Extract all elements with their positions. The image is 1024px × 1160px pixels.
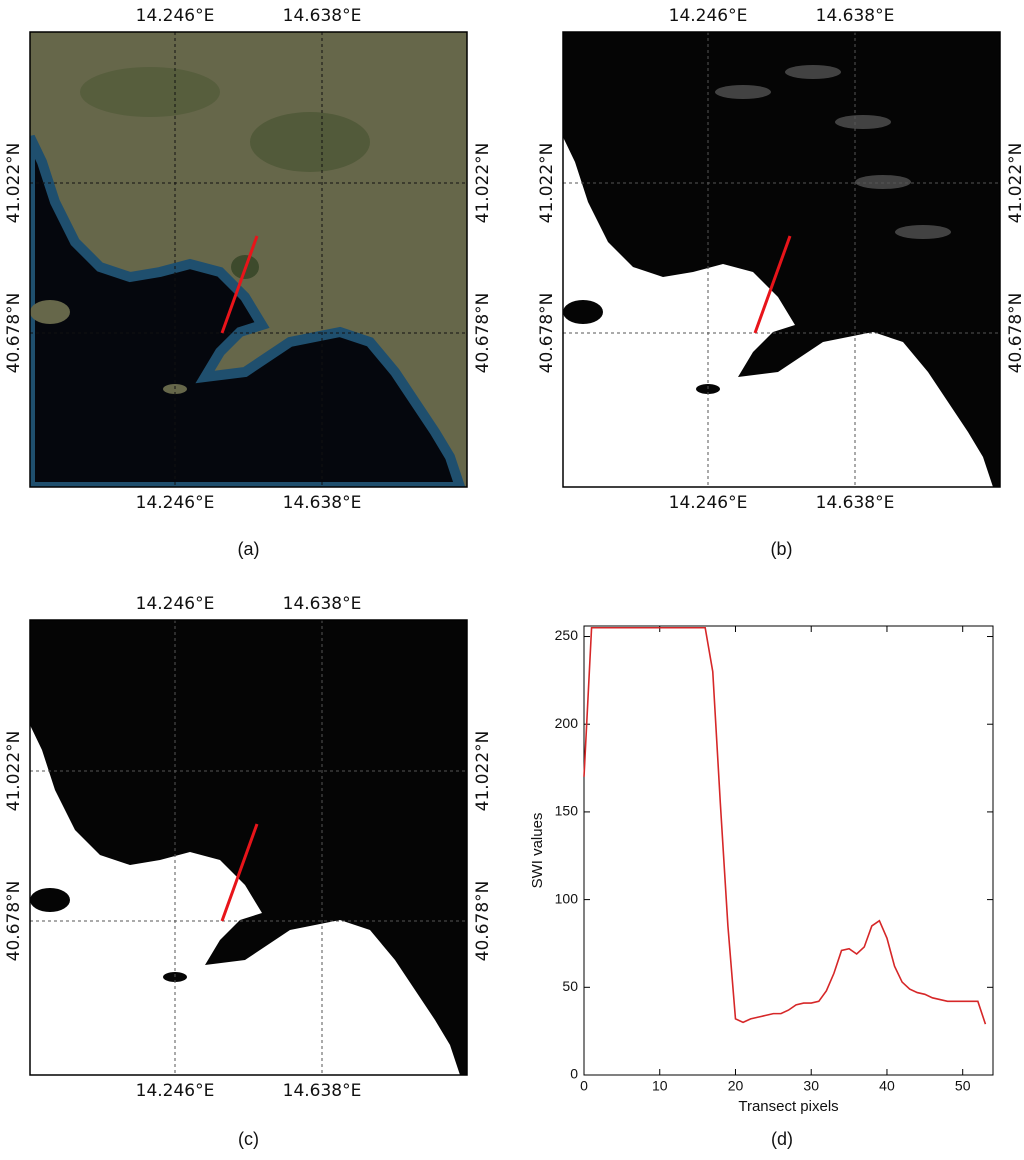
x-axis-label: Transect pixels [738, 1098, 838, 1115]
lat-label: 41.022°N [4, 143, 24, 224]
frame [29, 31, 468, 488]
lon-label: 14.638°E [283, 6, 362, 26]
lon-label: 14.246°E [136, 6, 215, 26]
island [563, 300, 603, 324]
transect [220, 823, 259, 922]
y-tick-label: 150 [555, 803, 579, 819]
lon-label: 14.638°E [283, 594, 362, 614]
transect [220, 235, 259, 334]
map-image [30, 32, 467, 487]
lat-label: 41.022°N [4, 731, 24, 812]
island [30, 888, 70, 912]
plot-frame [583, 625, 994, 1076]
y-tick-label: 100 [555, 890, 579, 906]
lon-label: 14.246°E [136, 594, 215, 614]
lon-label: 14.246°E [669, 6, 748, 26]
y-tick-label: 50 [562, 978, 578, 994]
lat-label: 41.022°N [473, 143, 493, 224]
lon-label: 14.638°E [816, 6, 895, 26]
x-tick-label: 40 [879, 1078, 895, 1094]
map-image [563, 32, 1000, 487]
relief [785, 65, 841, 79]
map-panel: 14.246°E 14.246°E 14.638°E 14.638°E 41.022°N… [537, 6, 1024, 559]
relief [835, 115, 891, 129]
x-tick-label: 10 [652, 1078, 668, 1094]
caption: (b) [771, 539, 793, 559]
relief [855, 175, 911, 189]
relief [250, 112, 370, 172]
caption: (a) [238, 539, 260, 559]
x-tick-label: 30 [803, 1078, 819, 1094]
lat-label: 40.678°N [4, 881, 24, 962]
x-tick-label: 0 [580, 1078, 588, 1094]
lon-label: 14.246°E [136, 1081, 215, 1101]
relief [895, 225, 951, 239]
map-panel: 14.246°E 14.246°E 14.638°E 14.638°E 41.022°N… [4, 6, 493, 559]
lon-label: 14.638°E [816, 493, 895, 513]
sea [563, 137, 993, 487]
lat-label: 40.678°N [1006, 293, 1024, 374]
lon-label: 14.246°E [669, 493, 748, 513]
caption: (c) [238, 1129, 259, 1149]
map-panel: 14.246°E 14.246°E 14.638°E 14.638°E 41.022°N… [4, 594, 493, 1149]
lon-label: 14.638°E [283, 493, 362, 513]
lon-label: 14.246°E [136, 493, 215, 513]
x-tick-label: 50 [955, 1078, 971, 1094]
lat-label: 40.678°N [537, 293, 557, 374]
frame [29, 619, 468, 1076]
caption: (d) [771, 1129, 793, 1149]
y-axis-label: SWI values [529, 813, 546, 889]
y-tick-label: 250 [555, 627, 579, 643]
y-tick-label: 0 [570, 1066, 578, 1082]
sea [30, 134, 466, 487]
transect [753, 235, 792, 334]
x-tick-label: 20 [728, 1078, 744, 1094]
lat-label: 41.022°N [537, 143, 557, 224]
sea [30, 725, 460, 1075]
island [30, 300, 70, 324]
lat-label: 41.022°N [1006, 143, 1024, 224]
lat-label: 40.678°N [473, 881, 493, 962]
frame [562, 31, 1001, 488]
data-line [583, 626, 987, 1025]
lon-label: 14.638°E [283, 1081, 362, 1101]
map-image [30, 620, 467, 1075]
lat-label: 41.022°N [473, 731, 493, 812]
y-tick-label: 200 [555, 715, 579, 731]
lat-label: 40.678°N [4, 293, 24, 374]
lat-label: 40.678°N [473, 293, 493, 374]
relief [80, 67, 220, 117]
relief [715, 85, 771, 99]
